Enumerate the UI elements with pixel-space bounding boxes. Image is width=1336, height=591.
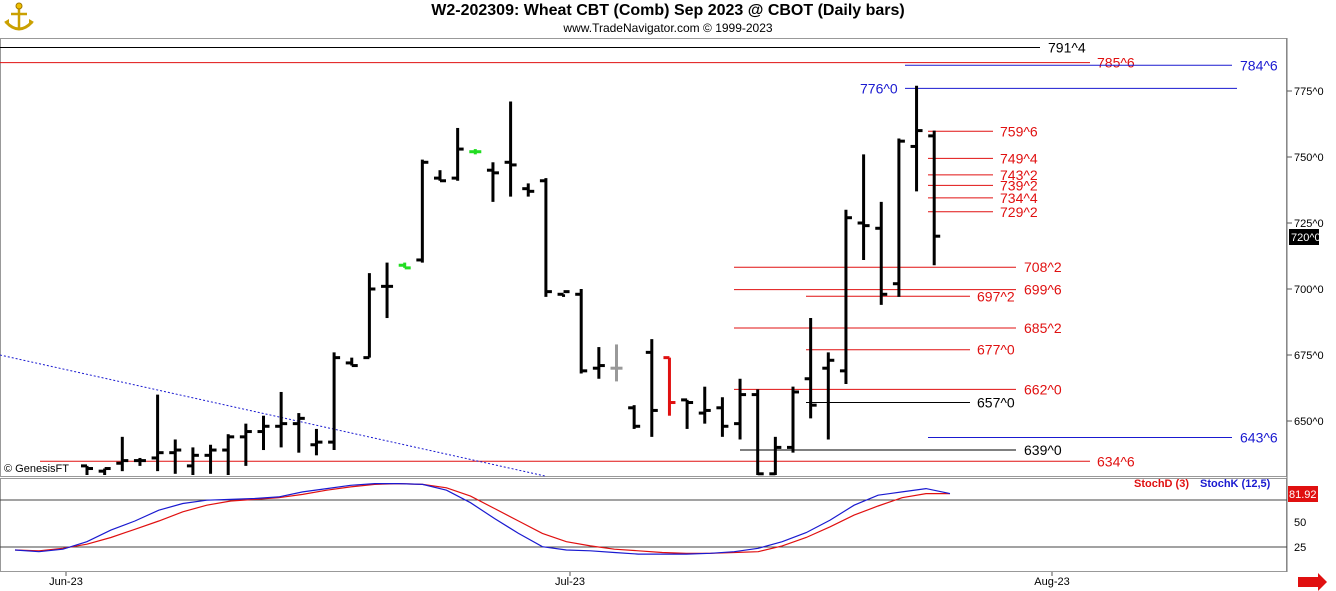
stoch-panel-frame: [0, 478, 1287, 572]
stoch-last-label: 81.92: [1289, 489, 1317, 501]
level-label: 643^6: [1240, 430, 1278, 446]
level-label: 739^2: [1000, 177, 1038, 193]
stoch-series-line: [14, 483, 951, 555]
ohlc-bar: [610, 344, 623, 382]
x-tick-label: Aug-23: [1034, 576, 1069, 588]
level-label: 634^6: [1097, 453, 1135, 469]
trade-navigator-logo: [4, 2, 34, 31]
ohlc-bar: [769, 436, 782, 476]
ohlc-bar: [363, 273, 376, 360]
ohlc-bar: [504, 101, 517, 197]
ohlc-bar: [892, 138, 905, 297]
ohlc-bar: [169, 439, 182, 474]
level-label: 657^0: [977, 395, 1015, 411]
ohlc-bar: [204, 444, 217, 474]
ohlc-bar: [345, 357, 358, 368]
ohlc-bar: [434, 170, 446, 183]
scroll-right-arrow[interactable]: [1298, 573, 1327, 591]
level-label: 639^0: [1024, 442, 1062, 458]
ohlc-bar: [81, 464, 93, 475]
level-label: 662^0: [1024, 381, 1062, 397]
ohlc-bar: [328, 352, 341, 451]
price-tick-label: 775^0: [1294, 86, 1324, 98]
ohlc-bar: [645, 339, 658, 437]
ohlc-bar: [698, 386, 711, 424]
level-label: 729^2: [1000, 204, 1038, 220]
ohlc-bar: [416, 159, 429, 263]
ohlc-bar: [787, 386, 799, 453]
ohlc-bar: [575, 289, 588, 374]
ohlc-bar: [539, 178, 552, 297]
x-tick-label: Jul-23: [555, 576, 585, 588]
level-label: 743^2: [1000, 167, 1038, 183]
ohlc-bar: [822, 352, 835, 440]
legend-stochk: StochK (12,5): [1200, 478, 1271, 490]
last-price-box: [1289, 229, 1319, 245]
ohlc-bar: [451, 127, 464, 181]
ohlc-bar: [557, 290, 570, 297]
level-label: 697^2: [977, 288, 1015, 304]
ohlc-bar: [133, 457, 146, 466]
ohlc-bar: [257, 415, 270, 451]
stoch-tick-label: 25: [1294, 542, 1306, 554]
ohlc-bar: [116, 436, 129, 472]
ohlc-bar: [663, 356, 676, 416]
level-label: 776^0: [860, 80, 898, 96]
ohlc-bar: [239, 423, 252, 466]
level-label: 685^2: [1024, 320, 1062, 336]
stoch-last-box: [1288, 486, 1318, 502]
ohlc-bar: [839, 209, 852, 385]
ohlc-bar: [875, 201, 888, 305]
ohlc-bar: [804, 318, 817, 419]
level-label: 677^0: [977, 342, 1015, 358]
legend-stochd: StochD (3): [1134, 478, 1189, 490]
ohlc-bar: [522, 183, 535, 197]
stoch-tick-label: 50: [1294, 517, 1306, 529]
ohlc-bar: [292, 413, 305, 453]
ohlc-bar: [310, 428, 323, 456]
ohlc-bar: [469, 149, 482, 155]
ohlc-bar: [381, 262, 394, 319]
stoch-series-line: [14, 482, 950, 554]
ohlc-bar: [857, 154, 870, 260]
ohlc-bar: [628, 405, 641, 429]
ohlc-bar: [592, 347, 605, 379]
ohlc-bar: [716, 397, 729, 437]
price-tick-label: 750^0: [1294, 152, 1324, 164]
price-tick-label: 700^0: [1294, 284, 1324, 296]
level-label: 699^6: [1024, 282, 1062, 298]
price-panel-frame: [0, 38, 1287, 477]
ohlc-bar: [751, 389, 764, 476]
level-label: 785^6: [1097, 55, 1135, 71]
trend-line: [0, 354, 546, 477]
ohlc-bar: [275, 391, 288, 448]
chart-title: W2-202309: Wheat CBT (Comb) Sep 2023 @ C…: [431, 2, 905, 19]
price-tick-label: 725^0: [1294, 218, 1324, 230]
ohlc-bar: [151, 394, 164, 472]
level-label: 708^2: [1024, 259, 1062, 275]
watermark: © GenesisFT: [4, 463, 69, 475]
ohlc-bar: [222, 434, 235, 475]
price-tick-label: 650^0: [1294, 416, 1324, 428]
ohlc-bar: [910, 85, 923, 192]
x-tick-label: Jun-23: [49, 576, 83, 588]
level-label: 734^4: [1000, 190, 1038, 206]
chart-subtitle: www.TradeNavigator.com © 1999-2023: [563, 21, 773, 35]
ohlc-bar: [398, 262, 411, 270]
last-price-label: 720^0: [1291, 232, 1321, 244]
level-label: 759^6: [1000, 123, 1038, 139]
price-tick-label: 675^0: [1294, 350, 1324, 362]
level-label: 784^6: [1240, 57, 1278, 73]
ohlc-bar: [928, 130, 941, 266]
level-label: 749^4: [1000, 150, 1038, 166]
ohlc-bar: [486, 162, 499, 202]
ohlc-bar: [98, 467, 111, 475]
ohlc-bar: [681, 398, 694, 429]
level-label: 791^4: [1048, 39, 1086, 55]
ohlc-bar: [186, 447, 199, 475]
ohlc-bar: [734, 378, 747, 440]
